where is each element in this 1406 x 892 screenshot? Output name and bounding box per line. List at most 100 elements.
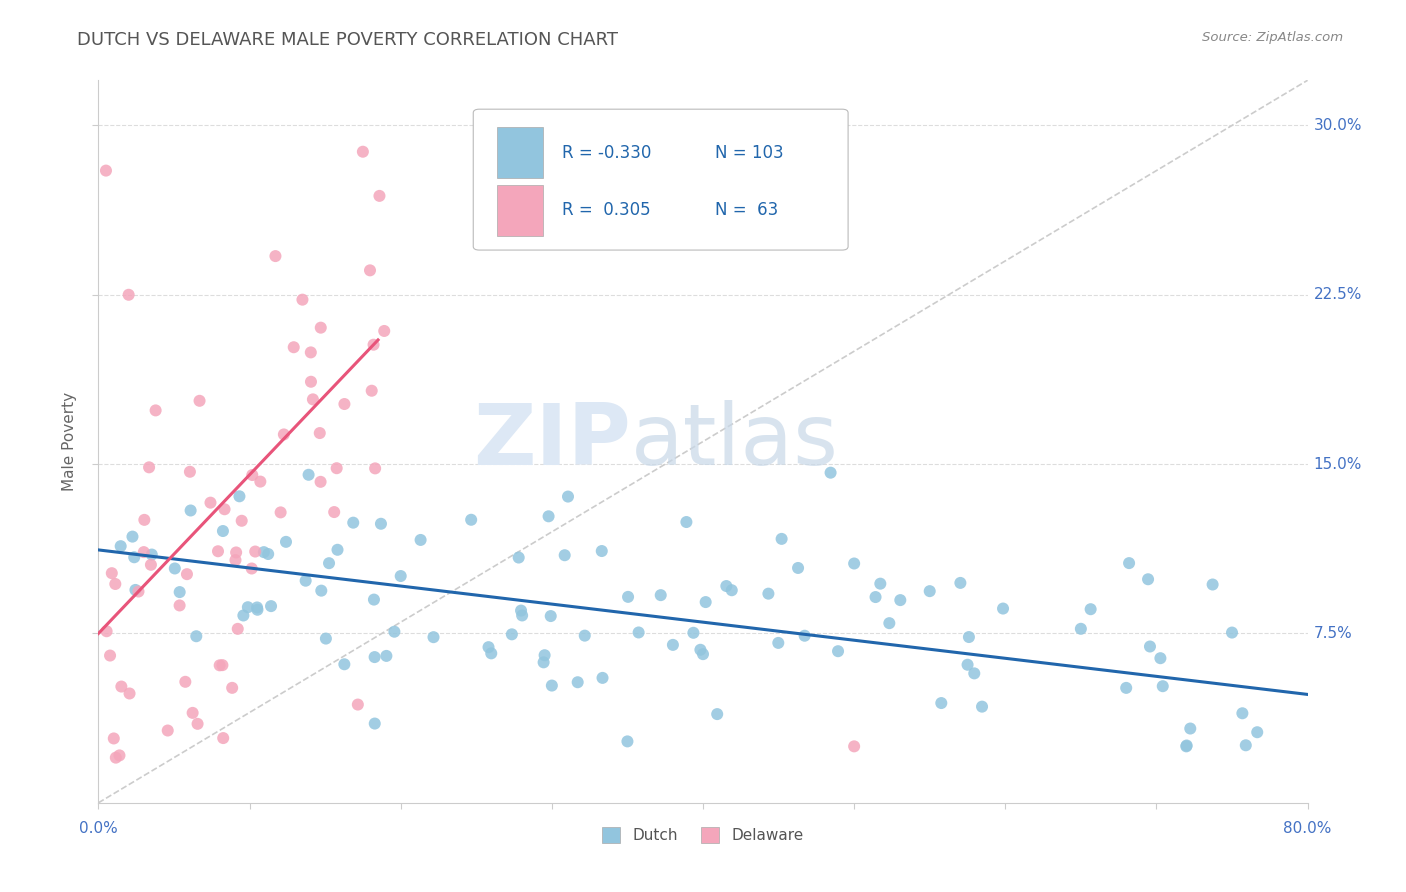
Point <box>1234 739 1257 753</box>
Point <box>591 544 613 558</box>
Point <box>1232 706 1254 721</box>
Point <box>409 533 432 547</box>
Point <box>249 475 271 489</box>
Point <box>156 723 179 738</box>
Point <box>768 636 790 650</box>
Point <box>957 630 980 644</box>
Point <box>200 496 222 510</box>
Point <box>212 524 235 538</box>
Point <box>879 616 901 631</box>
Point <box>226 622 249 636</box>
Text: ZIP: ZIP <box>472 400 630 483</box>
Point <box>787 561 810 575</box>
Point <box>98 648 121 663</box>
Point <box>110 539 132 553</box>
Point <box>311 583 333 598</box>
Point <box>270 505 292 519</box>
Point <box>574 629 596 643</box>
Point <box>682 625 704 640</box>
Point <box>384 624 406 639</box>
Point <box>1149 651 1171 665</box>
Point <box>169 599 191 613</box>
Point <box>124 582 146 597</box>
Point <box>110 680 132 694</box>
Point <box>260 599 283 614</box>
Point <box>294 574 316 588</box>
Point <box>793 629 815 643</box>
Point <box>567 675 589 690</box>
Point <box>616 734 638 748</box>
Point <box>108 748 131 763</box>
Point <box>174 674 197 689</box>
Point <box>231 514 253 528</box>
Point <box>163 561 186 575</box>
Point <box>169 585 191 599</box>
Point <box>364 461 387 475</box>
Point <box>325 461 347 475</box>
Point <box>308 425 330 440</box>
FancyBboxPatch shape <box>498 185 543 235</box>
Point <box>299 375 322 389</box>
Point <box>240 561 263 575</box>
Point <box>991 601 1014 615</box>
Point <box>264 249 287 263</box>
Point <box>342 516 364 530</box>
Point <box>188 393 211 408</box>
Point <box>479 646 502 660</box>
Point <box>720 583 742 598</box>
Text: DUTCH VS DELAWARE MALE POVERTY CORRELATION CHART: DUTCH VS DELAWARE MALE POVERTY CORRELATI… <box>77 31 619 49</box>
Point <box>291 293 314 307</box>
Text: 7.5%: 7.5% <box>1313 626 1353 641</box>
Point <box>179 465 201 479</box>
Point <box>510 604 533 618</box>
Point <box>422 630 444 644</box>
Point <box>363 592 385 607</box>
Point <box>1220 625 1243 640</box>
Point <box>283 340 305 354</box>
Point <box>1070 622 1092 636</box>
Point <box>246 603 269 617</box>
Point <box>554 548 576 562</box>
Point <box>246 600 269 615</box>
Point <box>1080 602 1102 616</box>
Point <box>970 699 993 714</box>
Point <box>186 629 208 643</box>
FancyBboxPatch shape <box>474 109 848 250</box>
Text: N = 103: N = 103 <box>716 144 783 161</box>
Point <box>309 475 332 489</box>
Point <box>94 163 117 178</box>
Point <box>1201 577 1223 591</box>
Point <box>956 657 979 672</box>
Point <box>869 576 891 591</box>
Point <box>127 584 149 599</box>
Point <box>326 542 349 557</box>
Point <box>145 403 167 417</box>
Text: Source: ZipAtlas.com: Source: ZipAtlas.com <box>1202 31 1343 45</box>
Point <box>918 584 941 599</box>
Point <box>510 608 533 623</box>
Point <box>460 513 482 527</box>
Point <box>224 553 246 567</box>
Text: N =  63: N = 63 <box>716 202 779 219</box>
Point <box>758 587 780 601</box>
Point <box>889 593 911 607</box>
Point <box>675 515 697 529</box>
FancyBboxPatch shape <box>498 128 543 178</box>
Point <box>299 345 322 359</box>
Text: 0.0%: 0.0% <box>79 821 118 836</box>
Point <box>1137 572 1160 586</box>
Point <box>208 658 231 673</box>
Point <box>827 644 849 658</box>
Point <box>225 545 247 559</box>
Point <box>508 550 530 565</box>
Point <box>929 696 952 710</box>
Point <box>844 739 866 754</box>
Point <box>323 505 346 519</box>
Point <box>370 516 392 531</box>
Point <box>360 384 382 398</box>
Point <box>363 337 385 351</box>
Point <box>375 648 398 663</box>
Text: 80.0%: 80.0% <box>1284 821 1331 836</box>
Point <box>118 287 141 301</box>
Text: 30.0%: 30.0% <box>1313 118 1362 133</box>
